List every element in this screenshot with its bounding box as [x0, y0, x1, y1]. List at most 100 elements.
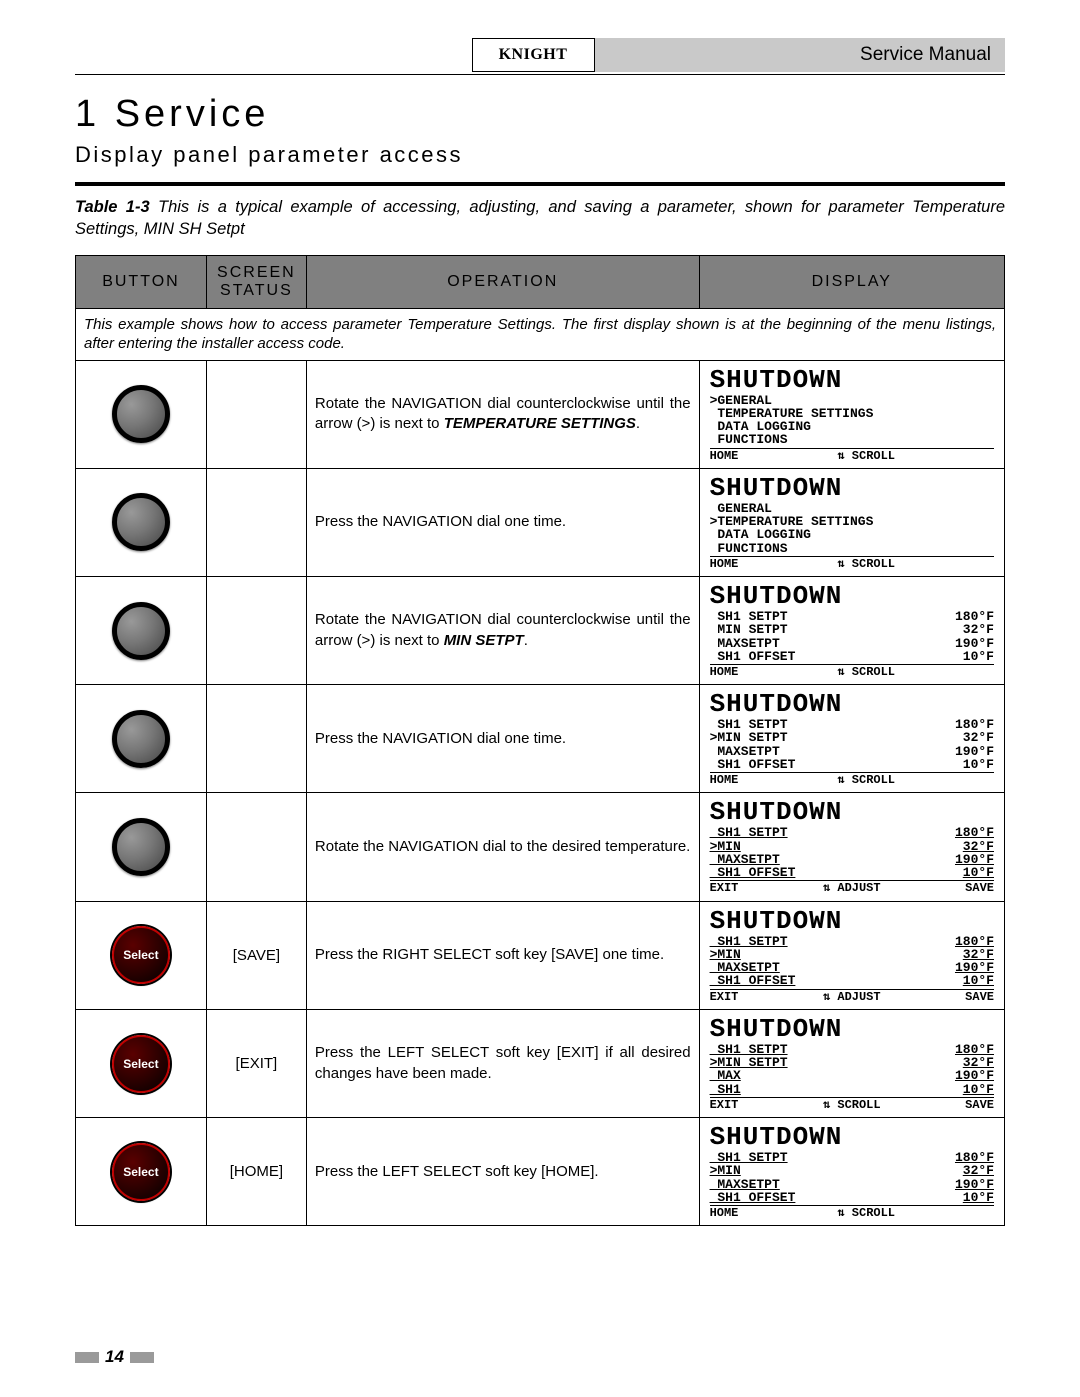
operation-cell: Press the NAVIGATION dial one time. — [306, 685, 699, 793]
lcd-footer: HOME⇅ SCROLL — [710, 558, 994, 570]
select-softkey-icon: Select — [112, 1143, 170, 1201]
button-cell: Select — [76, 901, 207, 1009]
operation-cell: Press the NAVIGATION dial one time. — [306, 468, 699, 576]
lcd-line: >MIN SETPT32°F — [710, 1056, 994, 1069]
col-screen-header: SCREEN STATUS — [206, 255, 306, 308]
screen-status-cell — [206, 360, 306, 468]
button-cell — [76, 577, 207, 685]
screen-status-cell — [206, 685, 306, 793]
table-caption: Table 1-3 This is a typical example of a… — [75, 196, 1005, 241]
lcd-footer: HOME⇅ SCROLL — [710, 774, 994, 786]
lcd-display: SHUTDOWN SH1 SETPT180°F>MIN32°F MAXSETPT… — [710, 799, 994, 894]
lcd-title: SHUTDOWN — [710, 1016, 994, 1042]
lcd-display: SHUTDOWN GENERAL>TEMPERATURE SETTINGS DA… — [710, 475, 994, 570]
lcd-line: MAX190°F — [710, 1069, 994, 1082]
header-left-spacer — [75, 38, 472, 72]
caption-lead: Table 1-3 — [75, 198, 150, 216]
lcd-title: SHUTDOWN — [710, 1124, 994, 1150]
lcd-line: DATA LOGGING — [710, 420, 994, 433]
lcd-line: FUNCTIONS — [710, 433, 994, 446]
button-cell — [76, 685, 207, 793]
lcd-title: SHUTDOWN — [710, 367, 994, 393]
lcd-line: MAXSETPT190°F — [710, 637, 994, 650]
lcd-line: SH1 OFFSET10°F — [710, 974, 994, 987]
operation-text: Press the LEFT SELECT soft key [EXIT] if… — [315, 1043, 691, 1084]
button-cell — [76, 468, 207, 576]
lcd-line: SH1 OFFSET10°F — [710, 650, 994, 663]
lcd-line: SH1 SETPT180°F — [710, 1151, 994, 1164]
lcd-line: SH110°F — [710, 1083, 994, 1096]
screen-status-cell: [EXIT] — [206, 1009, 306, 1117]
lcd-display: SHUTDOWN SH1 SETPT180°F>MIN32°F MAXSETPT… — [710, 1124, 994, 1219]
select-softkey-icon: Select — [112, 1035, 170, 1093]
col-operation-header: OPERATION — [306, 255, 699, 308]
lcd-display: SHUTDOWN SH1 SETPT180°F MIN SETPT32°F MA… — [710, 583, 994, 678]
lcd-line: >MIN SETPT32°F — [710, 731, 994, 744]
screen-status-cell — [206, 577, 306, 685]
table-row: Press the NAVIGATION dial one time. SHUTD… — [76, 468, 1005, 576]
display-cell: SHUTDOWN SH1 SETPT180°F>MIN SETPT32°F MA… — [699, 685, 1004, 793]
lcd-line: GENERAL — [710, 502, 994, 515]
lcd-line: >TEMPERATURE SETTINGS — [710, 515, 994, 528]
page-header: KNIGHT Service Manual — [75, 38, 1005, 72]
operation-cell: Rotate the NAVIGATION dial to the desire… — [306, 793, 699, 901]
page-number-block-left — [75, 1352, 99, 1363]
lcd-footer: EXIT⇅ ADJUSTSAVE — [710, 991, 994, 1003]
display-cell: SHUTDOWN SH1 SETPT180°F>MIN SETPT32°F MA… — [699, 1009, 1004, 1117]
operation-cell: Rotate the NAVIGATION dial counterclockw… — [306, 360, 699, 468]
screen-status-cell — [206, 793, 306, 901]
table-row: Select[SAVE]Press the RIGHT SELECT soft … — [76, 901, 1005, 1009]
lcd-line: SH1 OFFSET10°F — [710, 866, 994, 879]
lcd-display: SHUTDOWN SH1 SETPT180°F>MIN SETPT32°F MA… — [710, 1016, 994, 1111]
operation-cell: Press the LEFT SELECT soft key [EXIT] if… — [306, 1009, 699, 1117]
lcd-line: MAXSETPT190°F — [710, 853, 994, 866]
display-cell: SHUTDOWN>GENERAL TEMPERATURE SETTINGS DA… — [699, 360, 1004, 468]
lcd-line: SH1 SETPT180°F — [710, 718, 994, 731]
operation-text: Press the NAVIGATION dial one time. — [315, 729, 691, 749]
section-subtitle: Display panel parameter access — [75, 142, 1005, 168]
caption-body: This is a typical example of accessing, … — [75, 198, 1005, 238]
lcd-line: >MIN32°F — [710, 1164, 994, 1177]
button-cell — [76, 793, 207, 901]
screen-status-cell: [HOME] — [206, 1118, 306, 1226]
col-button-header: BUTTON — [76, 255, 207, 308]
table-row: Rotate the NAVIGATION dial to the desire… — [76, 793, 1005, 901]
operation-text: Rotate the NAVIGATION dial counterclockw… — [315, 610, 691, 651]
lcd-footer: HOME⇅ SCROLL — [710, 666, 994, 678]
display-cell: SHUTDOWN SH1 SETPT180°F MIN SETPT32°F MA… — [699, 577, 1004, 685]
lcd-title: SHUTDOWN — [710, 908, 994, 934]
display-cell: SHUTDOWN GENERAL>TEMPERATURE SETTINGS DA… — [699, 468, 1004, 576]
page-number-bar: 14 — [75, 1347, 154, 1367]
table-row: Select [EXIT]Press the LEFT SELECT soft k… — [76, 1009, 1005, 1117]
header-right-label: Service Manual — [595, 38, 1006, 72]
lcd-line: SH1 SETPT180°F — [710, 826, 994, 839]
col-display-header: DISPLAY — [699, 255, 1004, 308]
lcd-line: MAXSETPT190°F — [710, 745, 994, 758]
navigation-dial-icon — [112, 818, 170, 876]
lcd-line: >MIN32°F — [710, 840, 994, 853]
navigation-dial-icon — [112, 493, 170, 551]
button-cell: Select — [76, 1009, 207, 1117]
operation-text: Press the NAVIGATION dial one time. — [315, 512, 691, 532]
lcd-line: SH1 SETPT180°F — [710, 1043, 994, 1056]
operation-text: Press the LEFT SELECT soft key [HOME]. — [315, 1162, 691, 1182]
operation-text: Rotate the NAVIGATION dial counterclockw… — [315, 394, 691, 435]
table-row: Rotate the NAVIGATION dial counterclockw… — [76, 577, 1005, 685]
lcd-display: SHUTDOWN SH1 SETPT180°F>MIN32°F MAXSETPT… — [710, 908, 994, 1003]
logo-box: KNIGHT — [472, 38, 595, 72]
lcd-line: MAXSETPT190°F — [710, 961, 994, 974]
select-softkey-icon: Select — [112, 926, 170, 984]
operation-text: Press the RIGHT SELECT soft key [SAVE] o… — [315, 945, 691, 965]
lcd-line: FUNCTIONS — [710, 542, 994, 555]
display-cell: SHUTDOWN SH1 SETPT180°F>MIN32°F MAXSETPT… — [699, 793, 1004, 901]
parameter-table: BUTTON SCREEN STATUS OPERATION DISPLAY T… — [75, 255, 1005, 1227]
header-rule — [75, 74, 1005, 75]
lcd-display: SHUTDOWN>GENERAL TEMPERATURE SETTINGS DA… — [710, 367, 994, 462]
lcd-title: SHUTDOWN — [710, 691, 994, 717]
lcd-title: SHUTDOWN — [710, 475, 994, 501]
lcd-footer: EXIT⇅ ADJUSTSAVE — [710, 882, 994, 894]
logo-text: KNIGHT — [499, 46, 568, 64]
lcd-line: >MIN32°F — [710, 948, 994, 961]
table-row: Rotate the NAVIGATION dial counterclockw… — [76, 360, 1005, 468]
navigation-dial-icon — [112, 710, 170, 768]
